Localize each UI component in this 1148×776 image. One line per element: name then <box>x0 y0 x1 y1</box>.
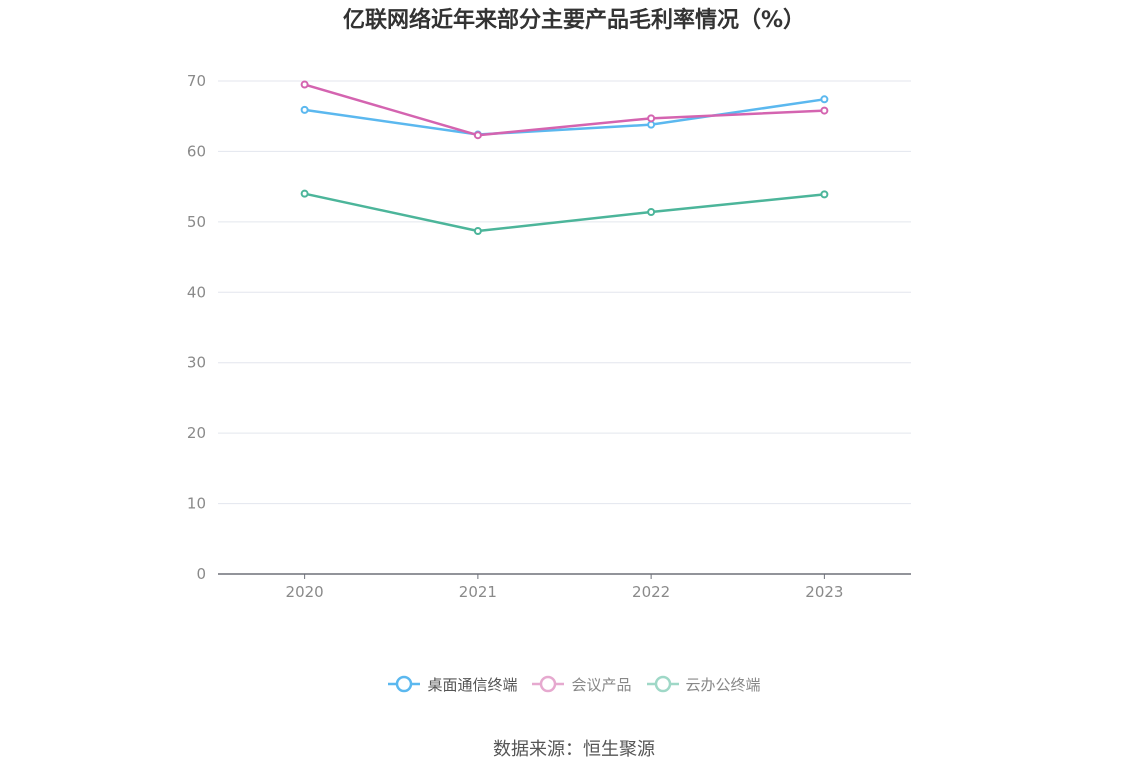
data-point[interactable] <box>473 227 482 236</box>
legend-marker-icon <box>646 675 679 693</box>
y-tick-label: 60 <box>187 142 206 160</box>
data-point[interactable] <box>647 114 656 123</box>
legend-item-meeting-products[interactable]: 会议产品 <box>531 672 632 696</box>
legend: 桌面通信终端 会议产品 云办公终端 <box>0 672 1148 696</box>
legend-marker-icon <box>532 675 565 693</box>
data-source: 数据来源：恒生聚源 <box>493 739 655 760</box>
line-chart: 0 10 20 30 40 50 60 70 2020 2021 2022 2023 <box>187 72 911 601</box>
y-axis-ticks: 0 10 20 30 40 50 60 70 <box>187 72 206 583</box>
x-tick-label: 2021 <box>459 583 497 601</box>
data-point[interactable] <box>820 190 829 199</box>
y-tick-label: 70 <box>187 72 206 90</box>
data-point[interactable] <box>300 105 309 114</box>
data-point[interactable] <box>820 106 829 115</box>
x-tick-label: 2023 <box>805 583 843 601</box>
legend-marker-icon <box>388 675 421 693</box>
data-point[interactable] <box>820 95 829 104</box>
legend-label: 桌面通信终端 <box>427 675 518 694</box>
legend-label: 会议产品 <box>571 675 632 694</box>
legend-item-desktop-terminal[interactable]: 桌面通信终端 <box>387 672 517 696</box>
y-tick-label: 40 <box>187 283 206 301</box>
y-tick-label: 10 <box>187 495 206 513</box>
data-point[interactable] <box>300 80 309 89</box>
y-tick-label: 20 <box>187 424 206 442</box>
y-tick-label: 0 <box>196 565 206 583</box>
series-1 <box>300 80 829 140</box>
y-tick-label: 30 <box>187 354 206 372</box>
data-point[interactable] <box>473 131 482 140</box>
data-point[interactable] <box>647 120 656 129</box>
x-tick-label: 2020 <box>286 583 324 601</box>
x-axis-ticks: 2020 2021 2022 2023 <box>286 574 843 601</box>
data-point[interactable] <box>647 207 656 216</box>
y-tick-label: 50 <box>187 213 206 231</box>
legend-label: 云办公终端 <box>685 675 761 694</box>
grid-lines <box>218 80 911 505</box>
legend-item-cloud-office-terminal[interactable]: 云办公终端 <box>646 672 761 696</box>
series-lines <box>300 80 829 236</box>
series-line <box>304 83 825 137</box>
series-0 <box>300 95 829 139</box>
series-2 <box>300 189 829 236</box>
series-line <box>304 98 825 136</box>
x-tick-label: 2022 <box>632 583 670 601</box>
chart-title: 亿联网络近年来部分主要产品毛利率情况（%） <box>342 8 806 33</box>
series-line <box>304 192 825 233</box>
data-point[interactable] <box>300 189 309 198</box>
